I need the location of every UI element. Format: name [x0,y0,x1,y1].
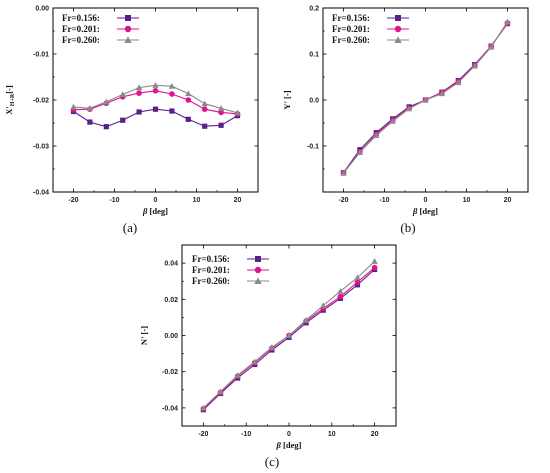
data-point [338,294,344,300]
data-point [136,90,142,96]
y-tick-label: -0.02 [162,369,178,376]
data-point [186,97,192,103]
legend-label: Fr=0.260: [192,276,230,286]
y-axis-label: Y' [-] [282,90,292,109]
x-axis-label: β [deg] [276,440,302,450]
legend-marker [395,15,401,21]
x-tick-label: 20 [371,431,379,438]
legend: Fr=0.156:Fr=0.201:Fr=0.260: [62,13,139,45]
data-point [120,118,125,123]
x-tick-label: 10 [328,431,336,438]
data-point [169,108,174,113]
y-tick-label: -0.04 [33,190,49,197]
series-2 [201,265,378,412]
chart-panel-b: -20 -10 0 10 20 -0.1 0.0 0.1 0.2 β [deg] Y' [-] Fr=… [282,6,528,236]
x-tick-label: 0 [424,197,428,204]
legend-label: Fr=0.156: [62,13,100,23]
x-axis-unit: [deg] [281,440,302,450]
legend-label: Fr=0.201: [62,24,100,34]
x-tick-label: 0 [287,431,291,438]
legend-label: Fr=0.156: [332,13,370,23]
legend-label: Fr=0.201: [192,265,230,275]
chart-panel-c: -20 -10 0 10 20 -0.04 -0.02 0.00 0.02 0.04 β [deg]… [139,245,396,469]
y-axis-unit: [-] [4,85,14,94]
y-tick-label: 0.0 [309,98,319,105]
x-tick-label: 20 [234,197,242,204]
x-axis-unit: [deg] [417,206,438,216]
panel-label: (b) [400,220,415,235]
x-tick-label: 0 [154,197,158,204]
legend: Fr=0.156:Fr=0.201:Fr=0.260: [332,13,409,45]
y-tick-label: 0.00 [164,333,178,340]
y-axis-unit: [-] [282,90,292,101]
y-tick-label: -0.1 [307,144,319,151]
x-tick-label: -20 [68,197,78,204]
data-point [137,109,142,114]
panel-label: (c) [265,454,279,469]
chart-panel-a: -20 -10 0 10 20 -0.04 -0.03 -0.02 -0.01 0.00 β [de… [4,6,258,236]
y-tick-label: 0.2 [309,6,319,13]
y-tick-label: -0.02 [33,98,49,105]
series-1 [201,267,377,412]
data-point [186,117,191,122]
x-axis-label: β [deg] [412,206,438,216]
y-tick-label: 0.00 [35,6,49,13]
legend-label: Fr=0.260: [332,35,370,45]
y-tick-label: 0.02 [164,297,178,304]
data-point [103,99,109,105]
x-tick-label: 20 [504,197,512,204]
y-tick-label: -0.04 [162,405,178,412]
data-point [153,88,159,94]
panel-label: (a) [123,220,137,235]
legend-label: Fr=0.260: [62,35,100,45]
x-tick-label: 10 [193,197,201,204]
x-tick-label: -10 [109,197,119,204]
y-axis-unit: [-] [139,326,149,337]
x-tick-label: 10 [463,197,471,204]
y-axis-label: X'H+R[-] [4,85,16,115]
x-tick-label: -20 [338,197,348,204]
data-point [120,91,126,97]
legend-label: Fr=0.201: [332,24,370,34]
legend-marker [395,26,401,32]
data-point [202,106,208,112]
data-point [371,258,377,264]
legend-marker [255,267,261,273]
data-point [202,124,207,129]
data-point [153,107,158,112]
y-tick-label: -0.03 [33,144,49,151]
y-tick-label: 0.1 [309,52,319,59]
y-tick-label: 0.04 [164,261,178,268]
x-tick-label: -10 [379,197,389,204]
y-axis-label: N' [-] [139,326,149,345]
x-axis-unit: [deg] [147,206,168,216]
data-point [219,123,224,128]
legend: Fr=0.156:Fr=0.201:Fr=0.260: [192,254,269,286]
x-tick-label: -10 [241,431,251,438]
data-point [202,100,208,106]
y-axis-main: X' [4,106,14,115]
x-axis-label: β [deg] [142,206,168,216]
y-axis-main: Y' [282,101,292,110]
data-point [87,119,92,124]
legend-marker [125,15,131,21]
x-tick-label: -20 [198,431,208,438]
y-axis-subscript: H+R [10,93,16,106]
data-point [169,91,175,97]
data-point [104,124,109,129]
series-2 [71,88,241,117]
series-1 [71,107,240,130]
data-point [372,265,378,271]
legend-marker [255,256,261,262]
series-line [74,109,238,127]
legend-label: Fr=0.156: [192,254,230,264]
data-point [185,90,191,96]
y-tick-label: -0.01 [33,52,49,59]
y-axis-main: N' [139,337,149,346]
data-point [355,279,361,285]
legend-marker [125,26,131,32]
